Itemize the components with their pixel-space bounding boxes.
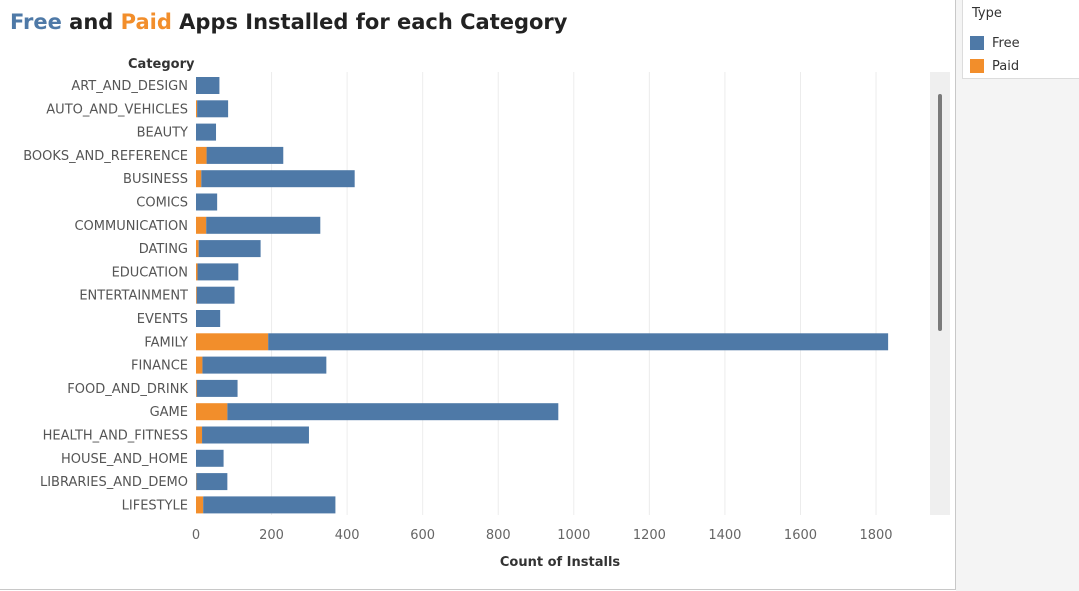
category-label: BUSINESS [123,172,188,187]
bar-paid-books_and_reference[interactable] [196,146,207,164]
bar-paid-lifestyle[interactable] [196,496,204,514]
bar-free-education[interactable] [197,263,239,281]
bar-free-libraries_and_demo[interactable] [196,473,228,491]
bar-paid-communication[interactable] [196,216,207,234]
x-tick-label: 400 [335,528,360,543]
x-tick-label: 600 [410,528,435,543]
bar-free-art_and_design[interactable] [196,77,220,94]
category-label: BOOKS_AND_REFERENCE [23,149,188,164]
bar-paid-dating[interactable] [196,240,199,258]
x-tick-label: 1800 [859,528,892,543]
x-tick-labels: 0 200 400 600 800 1000 1200 1400 1600 1800 [192,528,893,543]
category-label: COMICS [136,196,188,211]
legend-swatch-paid [970,59,984,73]
category-label: FAMILY [144,335,188,350]
category-label: EDUCATION [112,265,188,280]
category-label: ART_AND_DESIGN [71,79,188,94]
bar-free-business[interactable] [201,170,355,188]
category-label: FOOD_AND_DRINK [67,382,188,397]
chart-title: Free and Paid Apps Installed for each Ca… [10,10,567,34]
bar-layer [196,77,889,514]
chart-pane: Free and Paid Apps Installed for each Ca… [0,0,956,590]
x-axis-title: Count of Installs [500,555,621,570]
bar-free-food_and_drink[interactable] [196,379,238,397]
category-label: HOUSE_AND_HOME [61,452,188,467]
bar-free-events[interactable] [196,310,221,327]
bar-paid-finance[interactable] [196,356,203,374]
x-tick-label: 1600 [784,528,817,543]
category-label: LIBRARIES_AND_DEMO [40,475,188,490]
category-label: HEALTH_AND_FITNESS [43,429,188,444]
bar-free-house_and_home[interactable] [196,449,224,467]
category-label: LIFESTYLE [122,498,188,513]
category-label: GAME [150,405,188,420]
legend-title: Type [972,6,1002,21]
bar-free-auto_and_vehicles[interactable] [197,100,229,118]
category-label: FINANCE [131,359,188,374]
scrollbar-thumb[interactable] [938,94,942,331]
x-tick-label: 0 [192,528,200,543]
legend-swatch-free [970,36,984,50]
bar-free-beauty[interactable] [196,123,217,141]
title-rest: Apps Installed for each Category [171,10,568,34]
legend-item-free[interactable]: Free [970,34,1020,52]
x-tick-label: 1200 [633,528,666,543]
legend-label-paid: Paid [992,58,1020,74]
x-tick-label: 800 [486,528,511,543]
bar-free-books_and_reference[interactable] [206,146,284,164]
x-tick-label: 200 [259,528,284,543]
category-label: COMMUNICATION [74,219,188,234]
bar-paid-auto_and_vehicles[interactable] [196,100,198,118]
bar-paid-game[interactable] [196,403,228,421]
x-tick-label: 1000 [557,528,590,543]
bar-free-family[interactable] [268,333,889,351]
legend-pane: Type Free Paid [956,0,1079,591]
legend-item-paid[interactable]: Paid [970,57,1019,75]
bar-free-communication[interactable] [206,216,321,234]
category-labels: ART_AND_DESIGN AUTO_AND_VEHICLES BEAUTY BOO… [23,79,188,513]
bar-free-health_and_fitness[interactable] [202,426,309,444]
bar-free-comics[interactable] [196,193,218,211]
bar-paid-family[interactable] [196,333,269,351]
bar-paid-entertainment[interactable] [196,286,197,304]
bar-free-dating[interactable] [198,240,261,258]
bar-paid-business[interactable] [196,170,202,188]
title-paid-word: Paid [120,10,172,34]
category-label: EVENTS [137,312,188,327]
title-free-word: Free [10,10,62,34]
bar-free-game[interactable] [227,403,559,421]
bar-paid-health_and_fitness[interactable] [196,426,203,444]
title-and-word: and [61,10,121,34]
bar-free-finance[interactable] [202,356,327,374]
bar-paid-food_and_drink[interactable] [196,379,197,397]
x-tick-label: 1400 [708,528,741,543]
bar-free-lifestyle[interactable] [203,496,336,514]
category-label: ENTERTAINMENT [79,289,188,304]
category-label: AUTO_AND_VEHICLES [46,102,188,117]
legend: Type Free Paid [962,0,1079,79]
bar-free-entertainment[interactable] [196,286,235,304]
bar-paid-education[interactable] [196,263,198,281]
category-label: BEAUTY [137,126,188,141]
category-label: DATING [139,242,188,257]
legend-label-free: Free [992,35,1020,51]
chart-svg: ART_AND_DESIGN AUTO_AND_VEHICLES BEAUTY BOO… [23,57,950,570]
grid-layer [271,72,877,515]
y-axis-title: Category [128,57,195,72]
